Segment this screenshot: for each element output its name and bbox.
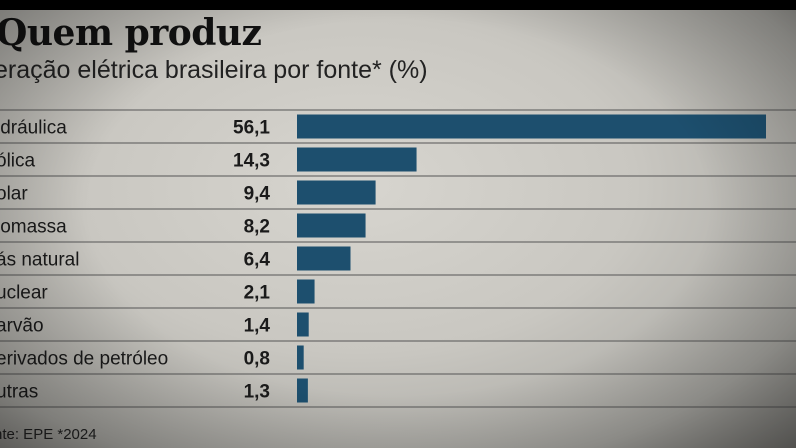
bar — [297, 180, 376, 205]
value-label: 56,1 — [233, 118, 270, 139]
value-label: 8,2 — [244, 217, 270, 238]
chart-subtitle: eração elétrica brasileira por fonte* (%… — [0, 56, 428, 84]
value-label: 9,4 — [244, 184, 271, 205]
category-label: uclear — [0, 283, 48, 304]
category-label: ólica — [0, 151, 36, 172]
category-label: iomassa — [0, 217, 67, 238]
value-label: 14,3 — [233, 151, 270, 172]
value-label: 6,4 — [244, 250, 271, 271]
source-note: nte: EPE *2024 — [0, 426, 97, 443]
bar — [297, 312, 309, 337]
bar — [297, 213, 366, 238]
bar-chart: idráulica 56,1 ólica 14,3 olar 9,4 iomassa 8,2 á… — [0, 109, 796, 408]
category-label: idráulica — [0, 118, 67, 139]
bar — [297, 246, 351, 271]
category-label: arvão — [0, 316, 44, 337]
chart-panel: Quem produz eração elétrica brasileira p… — [0, 10, 796, 448]
value-label: 0,8 — [244, 349, 270, 370]
bar — [297, 279, 315, 304]
bar — [297, 147, 417, 172]
category-label: olar — [0, 184, 28, 205]
bar — [297, 378, 308, 403]
value-label: 2,1 — [244, 283, 271, 304]
chart-title: Quem produz — [0, 12, 262, 54]
category-label: erivados de petróleo — [0, 349, 168, 370]
category-label: ás natural — [0, 250, 79, 271]
bar — [297, 345, 304, 370]
value-label: 1,4 — [244, 316, 271, 337]
value-label: 1,3 — [244, 382, 270, 403]
category-label: utras — [0, 382, 38, 403]
bar — [297, 114, 766, 139]
